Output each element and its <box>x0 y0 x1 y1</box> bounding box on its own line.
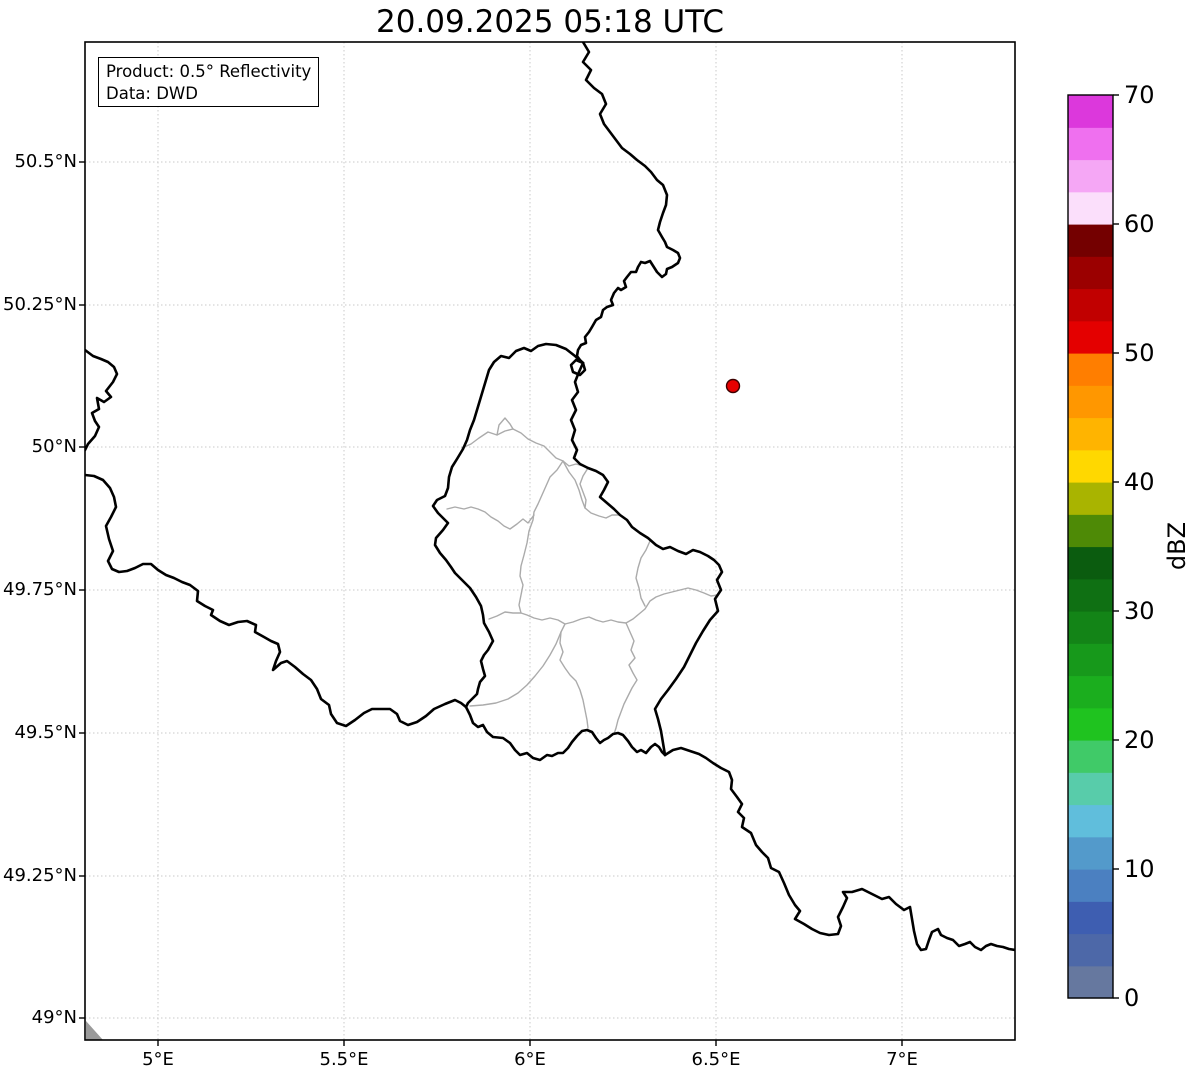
colorbar-segment <box>1068 836 1113 870</box>
colorbar-segment <box>1068 611 1113 644</box>
colorbar-segment <box>1068 224 1113 257</box>
colorbar-tick-label: 10 <box>1124 855 1155 883</box>
radar-site-marker <box>725 378 741 394</box>
colorbar-tick-label: 30 <box>1124 597 1155 625</box>
admin-boundary <box>488 587 719 625</box>
corner-boundary-fragment <box>86 1021 103 1040</box>
colorbar-tick-label: 0 <box>1124 984 1140 1012</box>
y-tick-label: 49.75°N <box>3 579 77 600</box>
colorbar-segment <box>1068 482 1113 515</box>
colorbar-segment <box>1068 159 1113 193</box>
national-border <box>85 348 119 452</box>
colorbar-segment <box>1068 804 1113 838</box>
y-tick-label: 49.25°N <box>3 865 77 886</box>
x-tick-label: 6°E <box>514 1049 546 1070</box>
colorbar-segment <box>1068 546 1113 580</box>
admin-boundary <box>579 467 589 509</box>
national-border <box>464 705 667 762</box>
colorbar-segment <box>1068 191 1113 225</box>
x-tick-label: 6.5°E <box>691 1049 741 1070</box>
colorbar-tick-label: 70 <box>1124 81 1155 109</box>
y-tick-label: 50.5°N <box>14 151 77 172</box>
national-border <box>575 42 682 365</box>
colorbar-tick-label: 50 <box>1124 339 1155 367</box>
y-tick-label: 49.5°N <box>14 722 77 743</box>
colorbar-segment <box>1068 288 1113 322</box>
admin-boundary <box>446 506 535 530</box>
colorbar-segment <box>1068 127 1113 161</box>
colorbar-tick-label: 40 <box>1124 468 1155 496</box>
admin-boundary <box>559 623 589 729</box>
colorbar-segment <box>1068 417 1113 451</box>
annotation-box: Product: 0.5° Reflectivity Data: DWD <box>98 57 319 107</box>
admin-boundary <box>635 540 651 607</box>
colorbar-tick-label: 60 <box>1124 210 1155 238</box>
colorbar-segment <box>1068 740 1113 773</box>
colorbar-segment <box>1068 869 1113 902</box>
x-tick-label: 5°E <box>142 1049 174 1070</box>
colorbar-segment <box>1068 95 1113 128</box>
y-tick-label: 50°N <box>31 436 77 457</box>
x-tick-label: 5.5°E <box>319 1049 369 1070</box>
admin-boundary <box>461 428 589 469</box>
colorbar-segment <box>1068 514 1113 548</box>
colorbar-segment <box>1068 965 1113 999</box>
colorbar-segment <box>1068 675 1113 709</box>
colorbar-segment <box>1068 353 1113 386</box>
x-tick-label: 7°E <box>886 1049 918 1070</box>
admin-boundary <box>496 417 514 436</box>
national-border <box>85 473 468 728</box>
colorbar-segment <box>1068 449 1113 483</box>
colorbar-axis-label: dBZ <box>1163 521 1191 571</box>
colorbar-segment <box>1068 901 1113 935</box>
colorbar-tick-label: 20 <box>1124 726 1155 754</box>
national-border <box>569 361 724 757</box>
colorbar-segment <box>1068 578 1113 612</box>
colorbar-segment <box>1068 707 1113 741</box>
plot-title: 20.09.2025 05:18 UTC <box>376 4 724 40</box>
colorbar-segment <box>1068 772 1113 806</box>
axes-frame <box>84 41 1016 1041</box>
y-tick-label: 49°N <box>31 1007 77 1028</box>
admin-boundary <box>518 460 564 614</box>
plot-area <box>85 42 1015 1040</box>
colorbar-frame <box>1067 94 1114 999</box>
national-border <box>569 358 587 377</box>
y-tick-label: 50.25°N <box>3 294 77 315</box>
annotation-product: Product: 0.5° Reflectivity <box>106 62 312 81</box>
colorbar-segment <box>1068 933 1113 967</box>
national-border <box>431 342 585 709</box>
colorbar-segment <box>1068 256 1113 290</box>
annotation-source: Data: DWD <box>106 83 198 103</box>
admin-boundary <box>469 631 562 707</box>
colorbar-segment <box>1068 643 1113 677</box>
national-border <box>663 746 1015 952</box>
colorbar-segment <box>1068 320 1113 354</box>
colorbar-segment <box>1068 385 1113 419</box>
admin-boundary <box>613 622 638 735</box>
